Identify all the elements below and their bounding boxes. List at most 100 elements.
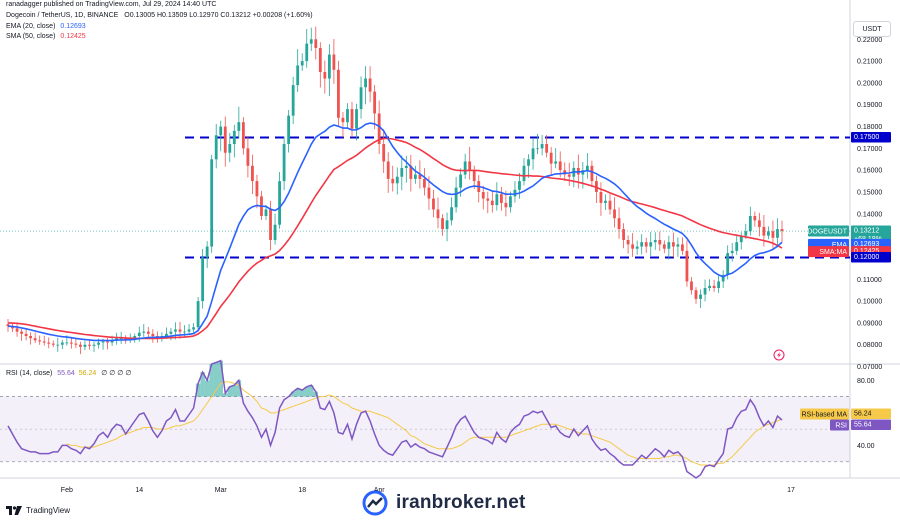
- price-tick-label: 0.22000: [857, 37, 882, 44]
- candle-body: [671, 242, 675, 247]
- candle-body: [278, 181, 281, 225]
- candle-body: [676, 244, 680, 247]
- candle-body: [115, 338, 119, 341]
- sma-legend[interactable]: SMA (50, close) 0.12425: [6, 33, 86, 40]
- candle-body: [595, 181, 598, 192]
- candle-body: [110, 340, 114, 343]
- watermark: iranbroker.net: [362, 490, 526, 516]
- candle-body: [314, 39, 318, 48]
- candle-body: [540, 144, 544, 149]
- candle-body: [24, 333, 28, 336]
- candle-body: [527, 159, 530, 166]
- candle-body: [29, 336, 33, 339]
- rsi-legend[interactable]: RSI (14, close) 55.64 56.24 ∅ ∅ ∅ ∅: [6, 369, 131, 377]
- candle-body: [522, 165, 526, 182]
- time-axis[interactable]: Feb14Mar18Apr17Jul15Aug: [61, 487, 900, 494]
- price-tick-label: 0.08000: [857, 342, 882, 349]
- candle-body: [142, 331, 146, 333]
- candle-body: [717, 281, 721, 288]
- time-tick-label: 14: [135, 487, 143, 494]
- candle-body: [626, 240, 630, 245]
- candle-body: [337, 69, 340, 118]
- ema-value-tag-text: 0.12693: [854, 241, 879, 248]
- candle-body: [364, 78, 367, 88]
- candle-body: [350, 109, 354, 129]
- price-tick-label: 0.19000: [857, 102, 882, 109]
- candle-body: [246, 148, 250, 166]
- candle-body: [264, 209, 268, 216]
- candle-body: [423, 178, 426, 188]
- candle-body: [88, 344, 91, 346]
- candle-body: [33, 338, 37, 341]
- candle-body: [409, 165, 413, 179]
- candle-body: [531, 148, 535, 160]
- candle-body: [739, 235, 743, 243]
- candle-body: [97, 342, 100, 345]
- candle-body: [427, 187, 431, 199]
- rsi-legend-extra: ∅ ∅ ∅ ∅: [101, 370, 132, 377]
- candle-body: [232, 130, 236, 144]
- tradingview-brand[interactable]: TradingView: [6, 506, 70, 515]
- candle-body: [748, 216, 752, 232]
- candle-body: [165, 333, 168, 336]
- candle-body: [418, 174, 422, 179]
- candle-body: [318, 48, 322, 72]
- candle-body: [101, 341, 105, 343]
- candle-body: [223, 126, 227, 153]
- candle-body: [169, 331, 173, 334]
- currency-selector[interactable]: USDT: [853, 21, 891, 37]
- candle-body: [509, 196, 512, 208]
- support-tag-text: 0.12000: [854, 254, 879, 261]
- level-layer: [0, 136, 850, 259]
- candle-body: [767, 231, 770, 236]
- candle-body: [251, 165, 254, 182]
- price-tick-label: 0.15000: [857, 190, 882, 197]
- rsi-ma-value-tag-bg: [851, 408, 891, 419]
- candle-body: [237, 122, 241, 131]
- candle-body: [436, 209, 440, 219]
- candle-body: [762, 226, 766, 236]
- candle-body: [373, 91, 377, 114]
- candle-body: [305, 43, 309, 62]
- candle-body: [228, 144, 232, 153]
- sma-tag-bg: [808, 246, 849, 258]
- candle-body: [644, 242, 648, 247]
- price-tags: DOGEUSDT0.13212+68.18%09:19:07EMA0.12693…: [800, 131, 891, 431]
- ema20-line: [7, 122, 783, 342]
- candle-body: [608, 200, 612, 210]
- candle-body: [174, 329, 177, 332]
- candle-body: [395, 176, 399, 184]
- candle-body: [359, 87, 363, 110]
- candle-body: [776, 229, 779, 238]
- rsi-legend-value: 55.64: [57, 370, 75, 377]
- symbol-tag-text: DOGEUSDT: [807, 229, 847, 236]
- candle-body: [613, 209, 616, 219]
- candle-body: [599, 192, 603, 203]
- candle-body: [65, 342, 69, 344]
- lightning-icon[interactable]: [773, 349, 785, 361]
- symbol-legend[interactable]: Dogecoin / TetherUS, 1D, BINANCE O0.1300…: [6, 12, 313, 19]
- rsi-value-tag-bg: [851, 419, 891, 430]
- candle-layer: [6, 26, 784, 355]
- candle-body: [445, 220, 449, 230]
- price-tick-label: 0.07000: [857, 364, 882, 371]
- candle-body: [20, 331, 23, 334]
- candle-body: [413, 174, 417, 179]
- candle-body: [137, 332, 141, 336]
- candle-body: [346, 109, 349, 123]
- resistance-tag-text: 0.17500: [854, 134, 879, 141]
- ema-legend[interactable]: EMA (20, close) 0.12693: [6, 23, 86, 30]
- time-tick-label: 17: [787, 487, 795, 494]
- candle-body: [47, 342, 51, 344]
- rsi-ma-line: [66, 381, 783, 466]
- price-axis[interactable]: 0.22000 0.21000 0.20000 0.19000 0.18000 0.170…: [857, 37, 882, 450]
- candle-body: [649, 242, 653, 247]
- candle-body: [300, 61, 304, 66]
- price-tick-label: 0.21000: [857, 59, 882, 66]
- candle-body: [15, 328, 19, 332]
- candle-body: [662, 244, 666, 249]
- symbol-title: Dogecoin / TetherUS, 1D, BINANCE: [6, 12, 119, 19]
- candle-body: [146, 331, 150, 334]
- candle-body: [536, 148, 539, 150]
- rsi-legend-ma-value: 56.24: [78, 370, 97, 377]
